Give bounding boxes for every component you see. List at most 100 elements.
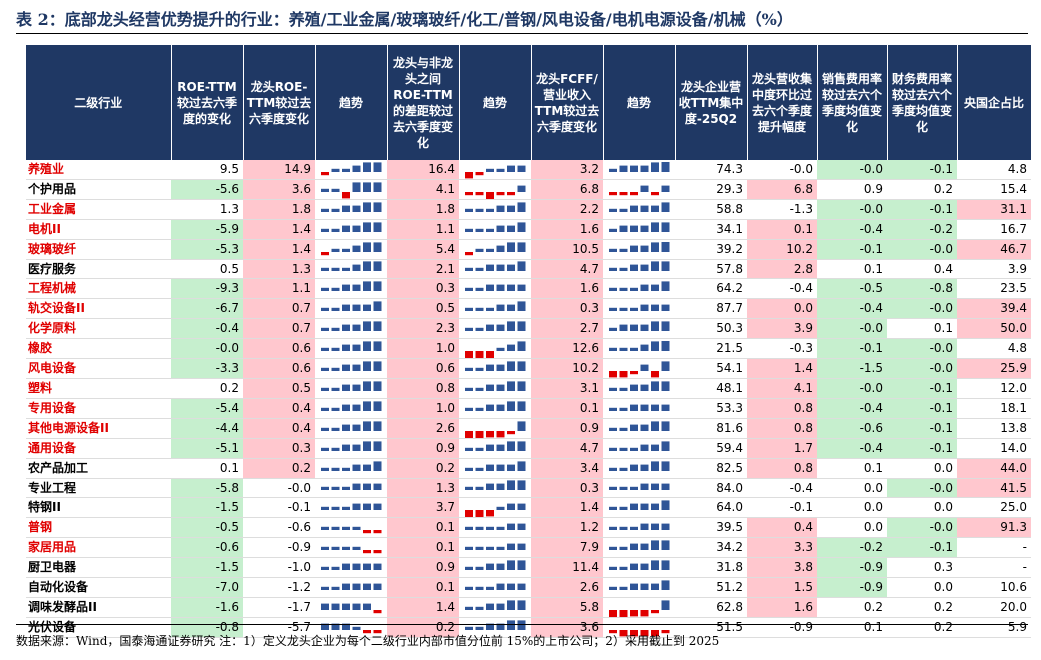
industry-name: 轨交设备II	[26, 298, 171, 320]
spark-bar	[486, 484, 494, 491]
spark-bar	[321, 603, 329, 610]
s2-sparkline	[465, 460, 526, 471]
header-cell: 龙头企业营收TTM集中度-25Q2	[675, 45, 748, 160]
spark-bar	[651, 583, 659, 590]
spark-bar	[331, 507, 340, 511]
spark-bar	[331, 546, 340, 551]
s2-sparkline	[465, 261, 526, 272]
value-cell: 1.8	[387, 199, 459, 220]
spark-bar	[496, 563, 505, 571]
spark-bar	[661, 304, 670, 312]
s1-sparkline	[321, 381, 382, 391]
spark-bar	[331, 623, 340, 630]
value-cell: -1.6	[171, 597, 243, 618]
value-cell: -0.8	[171, 617, 243, 638]
value-cell: -0.6	[171, 537, 243, 559]
spark-bar	[517, 543, 526, 551]
value-cell: 74.3	[675, 160, 747, 180]
value-cell: -0.1	[817, 239, 887, 260]
trend-cell	[603, 497, 675, 519]
value-cell: 10.5	[531, 239, 603, 260]
spark-bar	[517, 301, 526, 312]
spark-bar	[630, 347, 638, 352]
spark-bar	[342, 191, 350, 199]
spark-bar	[363, 281, 371, 292]
value-cell: -1.2	[243, 577, 315, 598]
spark-bar	[619, 447, 628, 451]
spark-bar	[486, 603, 494, 610]
trend-cell	[459, 160, 531, 180]
spark-bar	[342, 603, 350, 610]
s3-sparkline	[609, 185, 670, 196]
spark-bar	[475, 407, 484, 411]
spark-bar	[373, 182, 382, 192]
trend-cell	[603, 259, 675, 280]
spark-bar	[619, 208, 628, 212]
spark-bar	[609, 370, 617, 378]
industry-name: 养殖业	[26, 160, 171, 180]
spark-bar	[630, 288, 638, 292]
trend-cell	[603, 617, 675, 638]
table-row: 塑料 0.2 0.5 0.8 3.1 48.1 4.1 -0.0 -0.1 12.0	[26, 378, 1031, 399]
spark-bar	[640, 543, 649, 551]
industry-name: 电机II	[26, 219, 171, 240]
s2-sparkline	[465, 222, 526, 232]
table-row: 医疗服务 0.5 1.3 2.1 4.7 57.8 2.8 0.1 0.4 3.9	[26, 259, 1031, 280]
value-cell: 3.4	[531, 458, 603, 479]
spark-bar	[363, 440, 371, 451]
spark-bar	[342, 344, 350, 352]
spark-bar	[486, 168, 494, 172]
spark-bar	[486, 208, 494, 212]
value-cell: 0.5	[171, 259, 243, 280]
value-cell: 0.0	[817, 517, 887, 539]
value-cell: -1.5	[171, 497, 243, 519]
spark-bar	[661, 404, 670, 411]
industry-name: 厨卫电器	[26, 557, 171, 579]
spark-bar	[475, 510, 484, 518]
s3-sparkline	[609, 304, 670, 312]
s3-sparkline	[609, 261, 670, 272]
spark-bar	[475, 430, 484, 438]
value-cell: 0.9	[387, 557, 459, 579]
spark-bar	[475, 606, 484, 610]
trend-cell	[315, 398, 387, 419]
trend-cell	[603, 557, 675, 579]
industry-name: 自动化设备	[26, 577, 171, 598]
spark-bar	[465, 288, 473, 292]
s1-sparkline	[321, 341, 382, 352]
spark-bar	[517, 202, 526, 212]
value-cell: 0.9	[817, 179, 887, 200]
s1-sparkline	[321, 241, 382, 255]
value-cell: -1.3	[747, 199, 817, 220]
spark-bar	[507, 583, 515, 590]
s1-sparkline	[321, 460, 382, 471]
spark-bar	[619, 407, 628, 411]
spark-bar	[507, 480, 515, 491]
spark-bar	[321, 623, 329, 630]
spark-bar	[465, 268, 473, 272]
spark-bar	[373, 421, 382, 431]
value-cell: -0.0	[817, 318, 887, 340]
spark-bar	[630, 404, 638, 411]
value-cell: 1.6	[531, 219, 603, 240]
spark-bar	[619, 586, 628, 590]
spark-bar	[661, 222, 670, 232]
spark-bar	[517, 381, 526, 391]
value-cell: 4.7	[531, 259, 603, 280]
value-cell: 1.8	[243, 199, 315, 220]
industry-name: 个护用品	[26, 179, 171, 200]
spark-bar	[486, 191, 494, 199]
spark-bar	[352, 205, 361, 212]
table-row: 养殖业 9.5 14.9 16.4 3.2 74.3 -0.0 -0.0 -0.1 4.8	[26, 160, 1031, 180]
spark-bar	[619, 609, 628, 617]
value-cell: 1.3	[387, 478, 459, 499]
s3-sparkline	[609, 222, 670, 232]
spark-bar	[321, 171, 329, 176]
spark-bar	[475, 367, 484, 371]
trend-cell	[459, 577, 531, 598]
value-cell: 0.0	[887, 458, 957, 479]
spark-bar	[609, 586, 617, 590]
spark-bar	[352, 344, 361, 352]
value-cell: 31.8	[675, 557, 747, 579]
trend-cell	[315, 537, 387, 559]
